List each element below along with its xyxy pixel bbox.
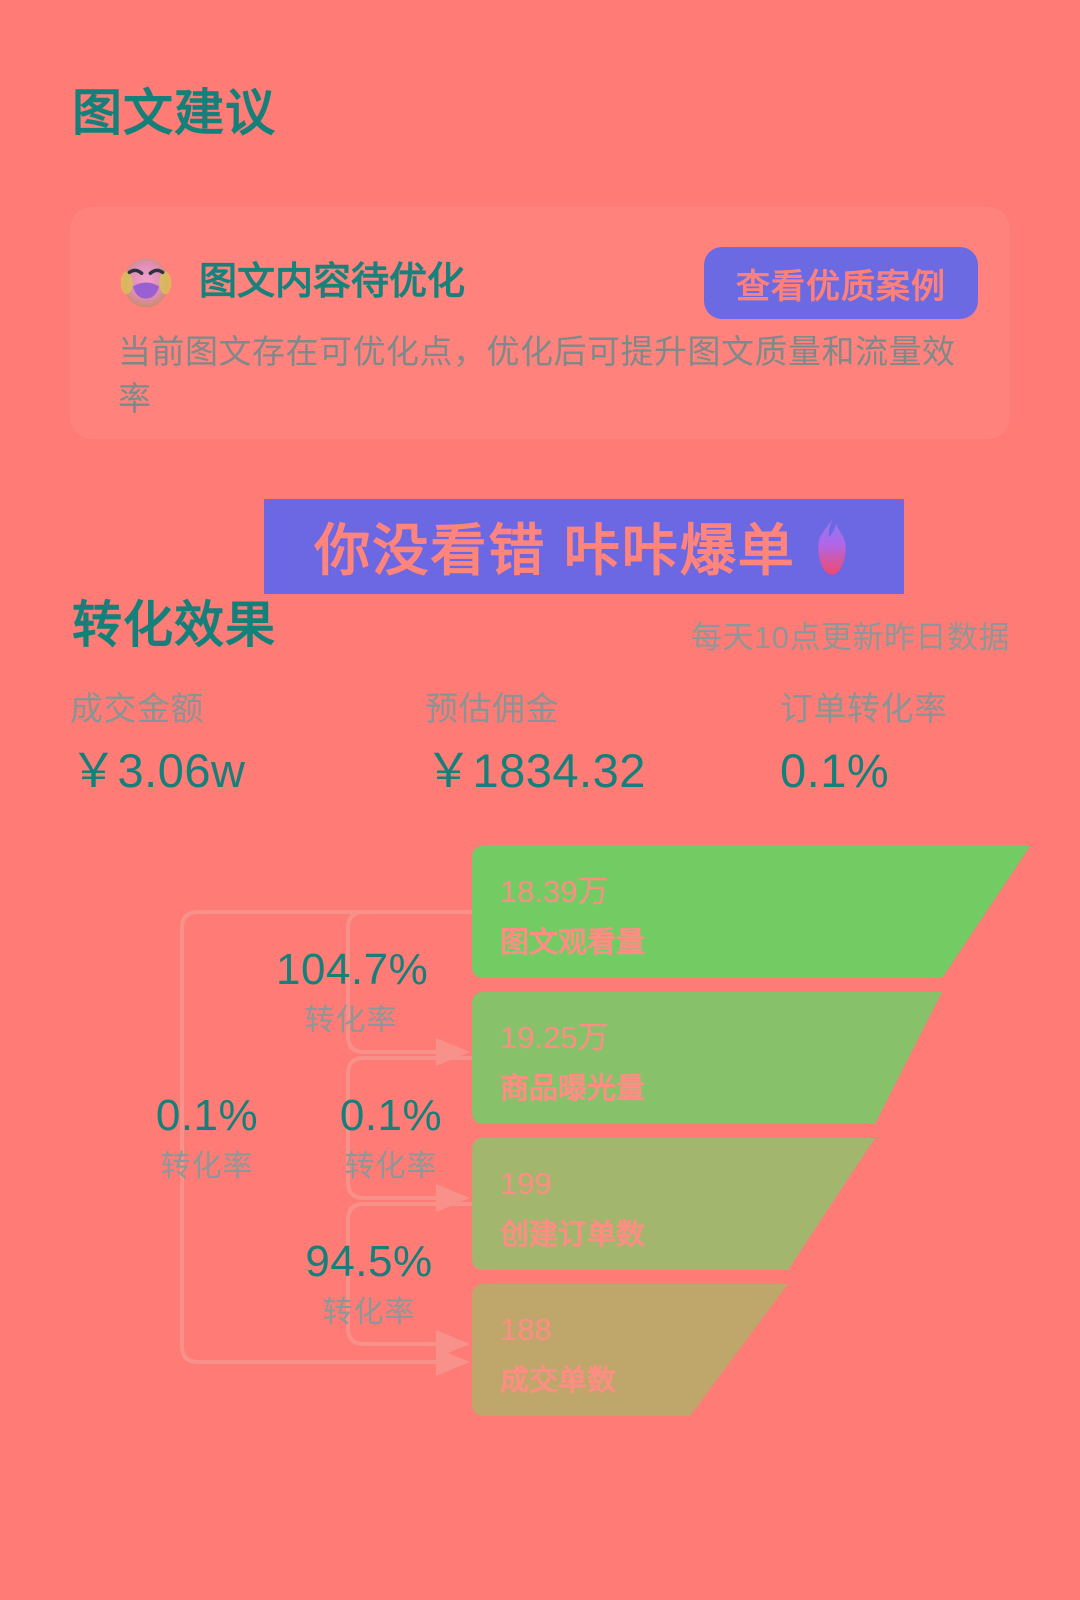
funnel-step-exposure-label: 商品曝光量 [500, 1072, 645, 1105]
stat-commission-value: ￥1834.32 [425, 744, 646, 797]
funnel-graphic: 18.39万 图文观看量 19.25万 商品曝光量 199 创建订单数 188 … [180, 846, 1030, 1416]
page-title: 图文建议 [72, 85, 276, 141]
conversion-rate-order-to-deal: 94.5% 转化率 [294, 1240, 444, 1328]
conversion-section-title: 转化效果 [72, 597, 276, 653]
funnel-step-order[interactable]: 199 创建订单数 [472, 1138, 875, 1270]
page-root: 图文建议 图文内容待优化 查看优质案例 当前 [18, 22, 1062, 1578]
kpi-stats-row: 成交金额 ￥3.06w 预估佣金 ￥1834.32 订单转化率 0.1% [70, 692, 1020, 794]
funnel-step-exposure-value: 19.25万 [500, 1020, 609, 1055]
arrowhead-2 [436, 1184, 470, 1212]
view-quality-cases-button[interactable]: 查看优质案例 [704, 247, 978, 319]
suggestion-card-header: 图文内容待优化 [118, 247, 980, 317]
arrowhead-3 [436, 1330, 470, 1358]
stat-gmv-value: ￥3.06w [70, 744, 246, 797]
connector-view-to-deal [180, 910, 474, 1364]
conversion-update-note: 每天10点更新昨日数据 [691, 620, 1010, 655]
funnel-step-view[interactable]: 18.39万 图文观看量 [472, 846, 1030, 978]
funnel-step-view-value: 18.39万 [500, 874, 609, 909]
conversion-rate-view-to-exposure-caption: 转化率 [304, 1004, 398, 1037]
conversion-rate-exposure-to-order-value: 0.1% [339, 1091, 443, 1140]
suggestion-card[interactable]: 图文内容待优化 查看优质案例 当前图文存在可优化点，优化后可提升图文质量和流量效… [70, 207, 1010, 439]
funnel-arrowheads [436, 1038, 470, 1376]
fire-icon [818, 519, 846, 574]
funnel-step-deal-label: 成交单数 [500, 1363, 617, 1397]
promo-banner-text: 你没看错 咔咔爆单 [314, 519, 796, 582]
conversion-rate-view-to-deal-value: 0.1% [155, 1091, 259, 1140]
suggestion-card-description: 当前图文存在可优化点，优化后可提升图文质量和流量效率 [118, 333, 956, 417]
connector-exposure-to-order [346, 1056, 474, 1200]
funnel-step-deal-value: 188 [500, 1312, 552, 1347]
funnel-connectors [180, 910, 474, 1364]
conversion-rate-exposure-to-order: 0.1% 转化率 [316, 1094, 466, 1182]
conversion-rate-order-to-deal-caption: 转化率 [322, 1296, 416, 1329]
promo-banner-text-wrap: 你没看错 咔咔爆单 [314, 506, 854, 587]
stat-order-rate-value: 0.1% [780, 744, 890, 797]
stat-commission-label: 预估佣金 [425, 690, 559, 727]
stat-order-rate: 订单转化率 0.1% [780, 692, 1020, 794]
stat-order-rate-label: 订单转化率 [780, 690, 948, 727]
conversion-rate-view-to-exposure: 104.7% 转化率 [276, 945, 429, 1037]
conversion-rate-order-to-deal-value: 94.5% [305, 1237, 433, 1286]
conversion-rate-view-to-deal: 0.1% 转化率 [132, 1094, 282, 1182]
crying-face-icon [120, 258, 172, 308]
conversion-rate-view-to-deal-caption: 转化率 [160, 1150, 254, 1183]
conversion-funnel-chart: 18.39万 图文观看量 19.25万 商品曝光量 199 创建订单数 188 … [70, 840, 1030, 1450]
funnel-step-deal[interactable]: 188 成交单数 [472, 1284, 788, 1416]
funnel-step-order-value: 199 [500, 1166, 552, 1201]
suggestion-card-title: 图文内容待优化 [199, 261, 466, 303]
stat-commission: 预估佣金 ￥1834.32 [425, 692, 780, 794]
promo-banner[interactable]: 你没看错 咔咔爆单 [264, 499, 904, 594]
arrowhead-1 [436, 1038, 470, 1066]
arrowhead-4 [436, 1348, 470, 1376]
funnel-step-exposure[interactable]: 19.25万 商品曝光量 [472, 992, 942, 1124]
funnel-step-view-label: 图文观看量 [500, 925, 645, 959]
stat-gmv-label: 成交金额 [70, 690, 204, 727]
funnel-step-order-label: 创建订单数 [499, 1218, 646, 1251]
connector-view-to-exposure [346, 910, 474, 1054]
conversion-rate-view-to-exposure-value: 104.7% [276, 945, 429, 994]
conversion-rate-exposure-to-order-caption: 转化率 [344, 1150, 438, 1183]
stat-gmv: 成交金额 ￥3.06w [70, 692, 425, 794]
connector-order-to-deal [346, 1202, 474, 1346]
